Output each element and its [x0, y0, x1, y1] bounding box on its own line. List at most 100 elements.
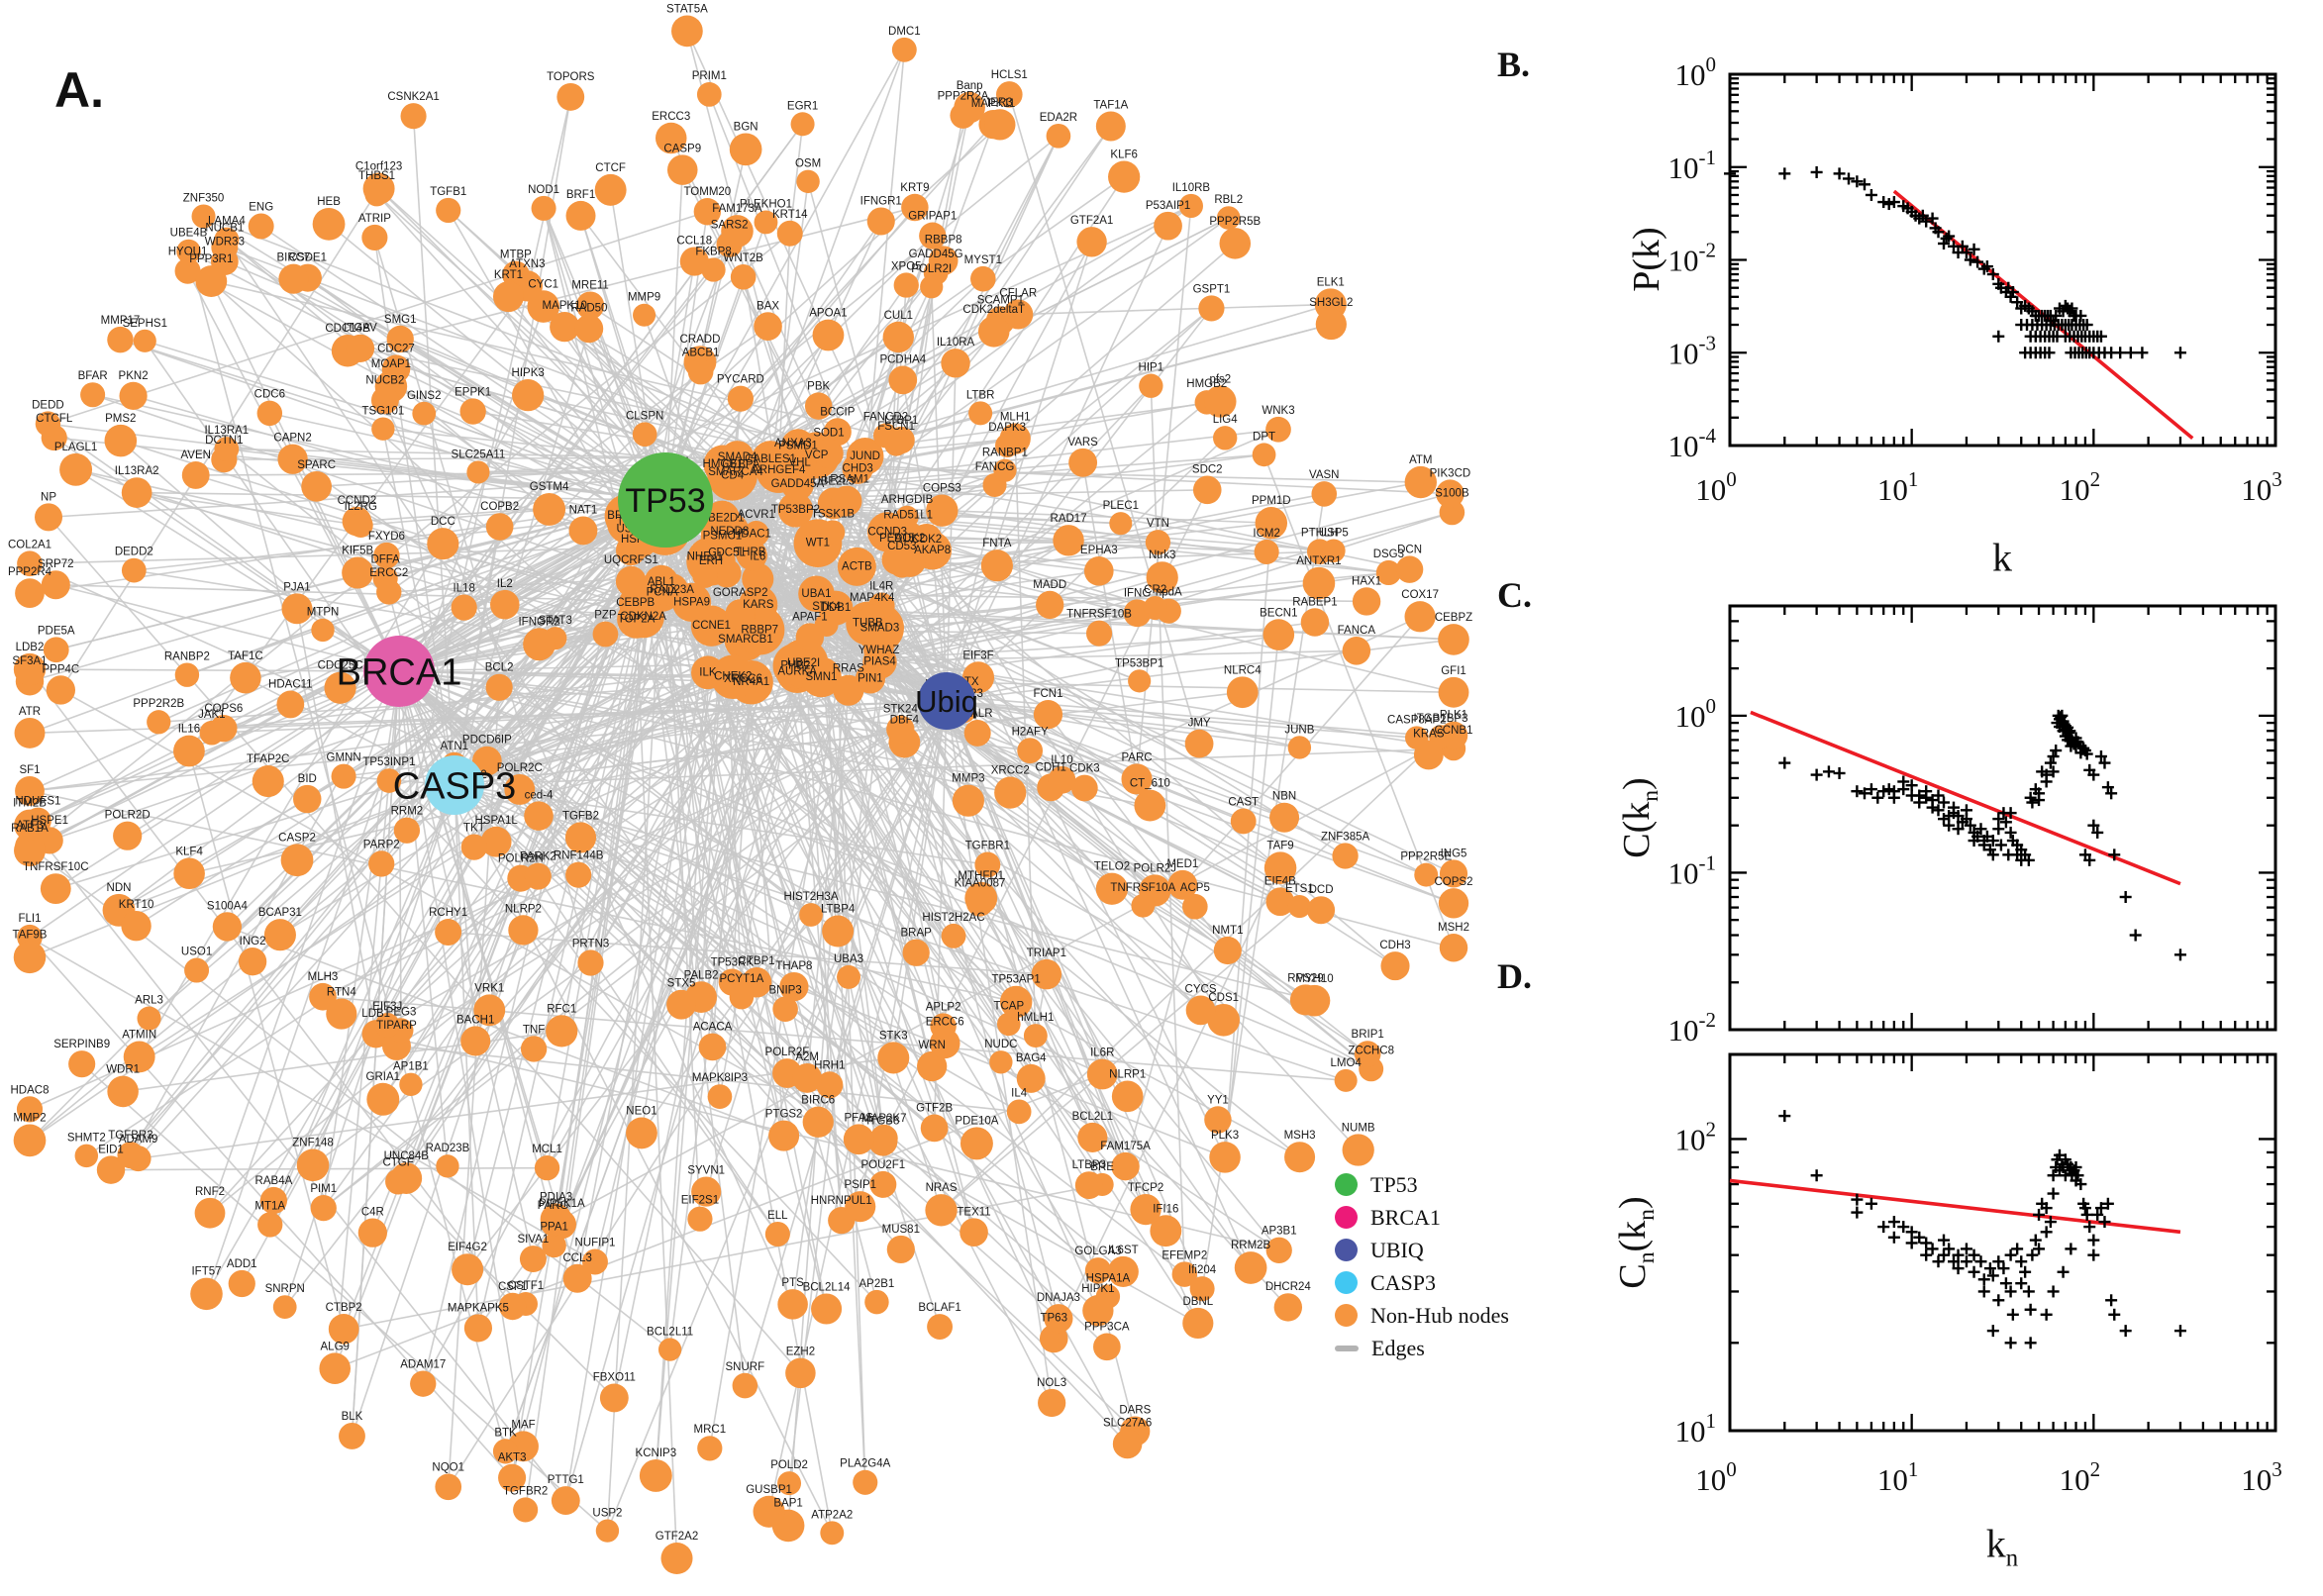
network-node-label: NAT1 [569, 505, 598, 517]
network-node-label: IL6ST [1108, 1245, 1139, 1256]
network-node-label: VARS [1067, 437, 1098, 449]
network-node-label: P53AIP1 [1146, 200, 1190, 212]
network-node-label: LMO4 [1330, 1057, 1362, 1069]
network-node-label: FANCA [1338, 625, 1376, 637]
network-node-label: AP1B1 [393, 1061, 429, 1073]
network-node-label: POLR2H [498, 853, 544, 865]
network-node-label: LTBR [966, 389, 995, 401]
network-node-label: XRCC2 [991, 765, 1030, 777]
network-node-label: SERPINB9 [53, 1039, 110, 1050]
network-node-label: TOPORS [547, 71, 595, 83]
legend-label: Edges [1371, 1335, 1425, 1360]
network-node-label: TP53BP2 [771, 504, 820, 516]
network-node-label: KARS [743, 599, 774, 611]
network-node-label: ATP2A2 [811, 1509, 853, 1521]
network-node-label: NOD1 [528, 184, 559, 196]
network-node-label: TKT [463, 822, 485, 834]
network-node [1192, 475, 1222, 505]
network-edge [29, 668, 400, 672]
network-node [257, 1212, 283, 1238]
network-edge [664, 205, 1192, 501]
network-node-label: S100B [1435, 488, 1469, 500]
network-node-label: NLRP1 [1109, 1069, 1146, 1081]
network-node [1204, 385, 1237, 418]
network-edge [396, 700, 948, 1047]
network-node [666, 989, 697, 1020]
network-node [864, 1289, 889, 1315]
network-node [276, 690, 305, 719]
network-node [901, 193, 929, 222]
network-node [17, 550, 43, 577]
network-node-label: USP5 [1319, 527, 1349, 539]
network-node-label: RNF144B [554, 850, 604, 862]
network-node-label: ILK [699, 666, 717, 678]
network-node-label: UBA1 [801, 588, 831, 600]
network-node [1213, 936, 1242, 965]
network-node-label: IFNGR2 [518, 616, 559, 628]
network-node-label: MAPKAPK5 [448, 1302, 509, 1314]
network-node [687, 1206, 713, 1232]
network-edge [205, 499, 666, 1295]
legend: TP53 BRCA1 UBIQ CASP3 Non-Hub nodes Edges [1335, 1168, 1592, 1364]
network-node-label: CD53 [887, 541, 916, 552]
network-node-label: SLC25A11 [452, 449, 506, 460]
network-node-label: BAX [757, 300, 779, 312]
network-edge [635, 260, 696, 620]
network-node-label: ATF3 [16, 820, 43, 832]
network-node-label: STAT5A [666, 3, 708, 15]
network-edge [946, 700, 1245, 823]
network-node-label: ZNF350 [183, 192, 225, 204]
network-node-label: EZH2 [786, 1347, 815, 1358]
network-node [1284, 1142, 1316, 1173]
network-node-label: PPP2R4 [8, 566, 52, 578]
legend-label: UBIQ [1370, 1237, 1424, 1262]
network-node [954, 91, 985, 124]
network-node-label: LIG4 [1213, 414, 1239, 426]
network-node-label: GSTM4 [530, 481, 569, 493]
network-node [1315, 308, 1347, 341]
network-node-label: CSDE1 [289, 252, 327, 264]
network-node [831, 485, 862, 517]
network-node [348, 513, 373, 538]
network-node-label: IL18 [453, 582, 474, 594]
network-node [1404, 465, 1437, 499]
network-node-label: TFCP2 [1128, 1182, 1163, 1194]
network-node-label: MRE11 [571, 279, 609, 291]
network-node-label: GFI1 [1441, 665, 1466, 677]
network-node-label: PIM1 [310, 1183, 337, 1195]
network-node [712, 558, 742, 588]
network-node [504, 773, 536, 805]
network-node-label: ATMIN [122, 1029, 156, 1041]
network-node [512, 379, 545, 412]
network-node-label: SNRPN [265, 1283, 305, 1295]
network-node-label: Banp [957, 80, 983, 92]
network-node-label: TIPARP [376, 1020, 417, 1032]
network-node [1068, 448, 1098, 477]
network-node-label: AP3B1 [1262, 1226, 1297, 1238]
network-node-label: APLP2 [926, 1001, 961, 1013]
network-node-label: GRIPAP1 [908, 211, 957, 223]
network-node [1086, 1058, 1118, 1090]
network-edge [454, 511, 1453, 786]
network-node-label: TP53INP1 [362, 756, 415, 768]
network-edge [946, 700, 1300, 748]
network-node-label: MAPK11 [971, 98, 1016, 110]
network-node [1255, 507, 1288, 540]
network-node-label: NEDD8 [710, 526, 749, 538]
network-node-label: CDH1 [1036, 761, 1066, 773]
network-node-label: XRCC6 [724, 673, 762, 685]
network-node [427, 528, 459, 560]
network-node-label: HYOU1 [168, 247, 208, 258]
network-node [996, 1012, 1021, 1037]
network-node-label: TP63 [1040, 1313, 1067, 1325]
network-node [562, 1263, 592, 1293]
network-node [190, 1277, 223, 1311]
network-edge [1008, 94, 1200, 745]
network-node [633, 303, 656, 327]
panel-b-label: B. [1497, 45, 1531, 84]
network-edge [448, 700, 948, 1488]
network-node [551, 1486, 580, 1516]
network-node-label: S100A4 [207, 900, 249, 912]
network-node [816, 1071, 844, 1099]
network-node-label: ITM2B [13, 798, 47, 810]
